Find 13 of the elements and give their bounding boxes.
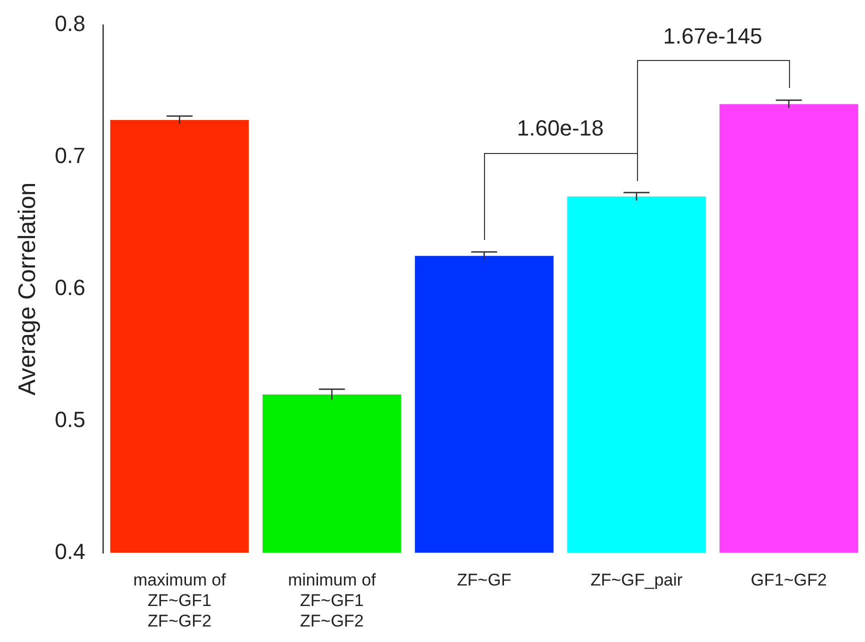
x-tick-label: ZF~GF <box>457 570 512 590</box>
annotation: 1.60e-18 <box>516 116 604 141</box>
x-tick-label: minimum of ZF~GF1 ZF~GF2 <box>288 570 376 630</box>
annotation: 1.67e-145 <box>663 23 762 48</box>
x-tick-label: GF1~GF2 <box>750 570 827 590</box>
y-tick-label: 0.8 <box>54 11 86 36</box>
y-tick-label: 0.7 <box>54 143 86 168</box>
x-tick-label: ZF~GF_pair <box>590 570 683 590</box>
y-tick-label: 0.4 <box>54 538 86 564</box>
y-tick-label: 0.5 <box>54 406 86 432</box>
y-tick-label: 0.6 <box>54 274 86 300</box>
x-tick-label: maximum of ZF~GF1 ZF~GF2 <box>133 570 226 630</box>
y-axis-title: Average Correlation <box>14 182 42 396</box>
